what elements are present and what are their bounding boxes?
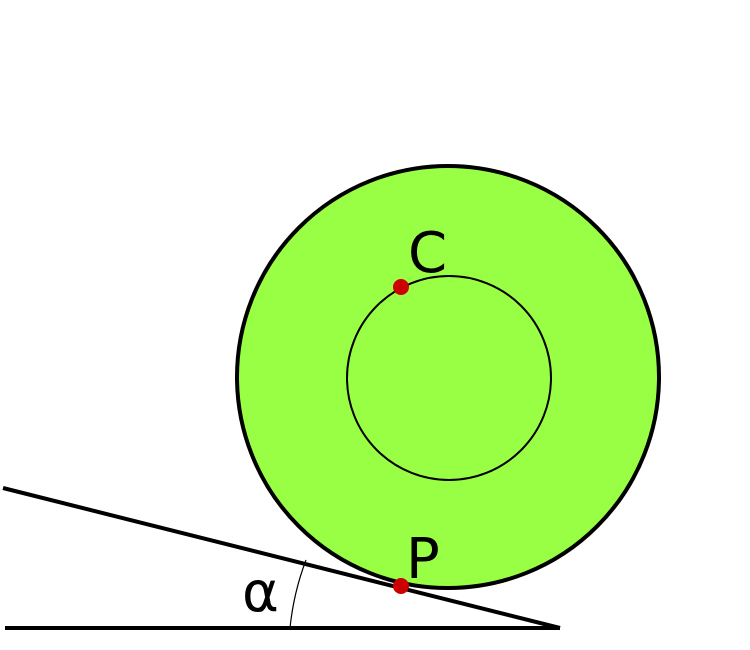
angle-arc: [289, 559, 307, 629]
contact-point-marker: [393, 578, 409, 594]
inner-circle: [346, 275, 552, 481]
contact-point-label: P: [406, 527, 440, 592]
incline-line: [2, 486, 561, 630]
center-point-label: C: [408, 221, 447, 286]
outer-disk: [235, 164, 661, 590]
angle-label: α: [242, 560, 279, 625]
center-point-marker: [393, 279, 409, 295]
